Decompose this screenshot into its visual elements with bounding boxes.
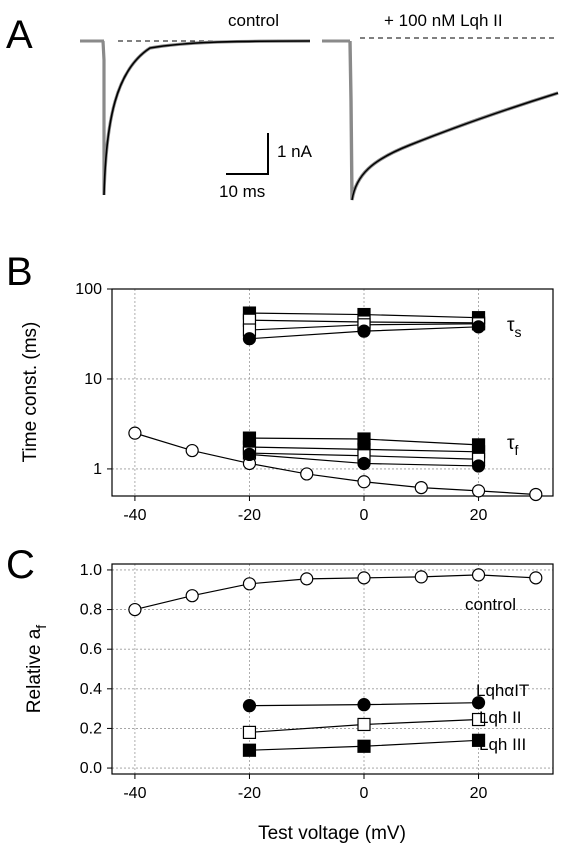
scale-bar-x-label: 10 ms <box>219 182 265 201</box>
panel-b-data-point <box>471 484 486 498</box>
scale-bar-y-label: 1 nA <box>277 142 313 161</box>
panel-c-series-line <box>134 574 536 611</box>
control-trace-label: control <box>228 11 279 30</box>
panel-b-data-point <box>357 324 371 338</box>
panel-b-data-point <box>128 426 142 440</box>
panel-c-data-point <box>242 577 257 591</box>
panel-a: A control + 100 nM Lqh II 1 nA 10 ms <box>6 11 559 201</box>
toxin-trace <box>351 92 559 201</box>
panel-c-frame <box>111 563 554 775</box>
panel-c-y-tick-label: 0.2 <box>80 720 102 737</box>
panel-c-data-point <box>471 696 486 710</box>
panel-c-y-tick-label: 0.8 <box>80 602 102 619</box>
panel-c-data-point <box>357 571 371 585</box>
panel-b-x-tick-label: -40 <box>123 507 146 524</box>
panel-c-data-point <box>242 725 257 739</box>
toxin-trace-label: + 100 nM Lqh II <box>384 11 503 30</box>
panel-b-x-tick-label: 20 <box>470 507 488 524</box>
panel-b-y-tick-label: 10 <box>84 371 102 388</box>
panel-letter-a: A <box>6 13 33 57</box>
control-trace-halo <box>101 39 311 196</box>
panel-b-x-tick-label: 0 <box>360 507 369 524</box>
lqh3-series-label: Lqh III <box>479 735 526 754</box>
panel-c-x-tick-label: -20 <box>238 785 261 802</box>
panel-c-y-ticks: 0.0 0.2 0.4 0.6 0.8 1.0 <box>80 562 112 777</box>
panel-b-x-ticks: -40 -20 0 20 <box>123 496 488 524</box>
panel-c-x-axis-label: Test voltage (mV) <box>258 823 406 844</box>
panel-c-data-point <box>185 589 199 603</box>
panel-b-frame <box>111 288 554 497</box>
panel-c-x-tick-label: 0 <box>360 785 369 802</box>
panel-c-y-axis-label: Relative af <box>24 625 49 714</box>
panel-b-data-point <box>529 487 543 502</box>
panel-c-y-tick-label: 1.0 <box>80 562 102 579</box>
panel-c-data-point <box>471 712 486 727</box>
panel-letter-c: C <box>6 543 35 587</box>
lqhait-series-label: LqhαIT <box>476 681 529 700</box>
panel-c: C -40 -20 0 20 0.0 0.2 0.4 0.6 0.8 1.0 Relative … <box>6 543 554 844</box>
control-series-label: control <box>465 595 516 614</box>
panel-b-data-point <box>357 475 371 489</box>
panel-c-x-ticks: -40 -20 0 20 <box>123 774 488 802</box>
control-trace <box>103 40 311 196</box>
panel-c-grid <box>112 564 553 774</box>
panel-c-data-point <box>357 717 371 732</box>
panel-b-data-point <box>185 443 199 458</box>
panel-c-data-point <box>300 572 314 586</box>
panel-b: B -40 -20 0 20 1 10 100 Time const. (ms) τs τ… <box>6 250 554 524</box>
panel-c-data-point <box>357 739 371 753</box>
panel-c-data-point <box>242 743 257 757</box>
panel-b-data-point <box>471 459 486 473</box>
panel-c-series <box>128 568 543 757</box>
panel-c-data-point <box>242 699 257 713</box>
tau-f-label: τf <box>507 433 519 458</box>
panel-b-series-line <box>134 432 536 496</box>
panel-b-data-point <box>242 447 257 462</box>
panel-b-y-axis-label: Time const. (ms) <box>20 322 41 463</box>
panel-c-data-point <box>357 698 371 712</box>
panel-b-y-tick-label: 1 <box>93 461 102 478</box>
panel-c-y-tick-label: 0.6 <box>80 641 102 658</box>
panel-b-x-tick-label: -20 <box>238 507 261 524</box>
panel-b-data-point <box>300 467 314 481</box>
panel-b-data-point <box>471 320 486 334</box>
panel-c-data-point <box>471 568 486 582</box>
panel-c-data-point <box>414 570 428 584</box>
panel-b-data-point <box>242 332 257 346</box>
panel-b-y-ticks: 1 10 100 <box>75 281 112 478</box>
tau-s-label: τs <box>507 315 522 340</box>
panel-c-x-tick-label: -40 <box>123 785 146 802</box>
panel-c-y-tick-label: 0.4 <box>80 681 102 698</box>
panel-c-y-tick-label: 0.0 <box>80 760 102 777</box>
panel-b-series <box>128 306 543 502</box>
panel-c-data-point <box>529 571 543 585</box>
toxin-trace-halo <box>348 40 559 201</box>
scale-bar <box>226 133 269 175</box>
panel-b-data-point <box>357 456 371 471</box>
panel-c-data-point <box>128 602 142 617</box>
lqh2-series-label: Lqh II <box>479 708 522 727</box>
panel-b-grid <box>112 288 553 496</box>
panel-c-x-tick-label: 20 <box>470 785 488 802</box>
panel-b-y-tick-label: 100 <box>75 281 102 298</box>
panel-b-data-point <box>414 480 428 495</box>
panel-c-data-point <box>471 733 486 747</box>
panel-letter-b: B <box>6 250 33 294</box>
